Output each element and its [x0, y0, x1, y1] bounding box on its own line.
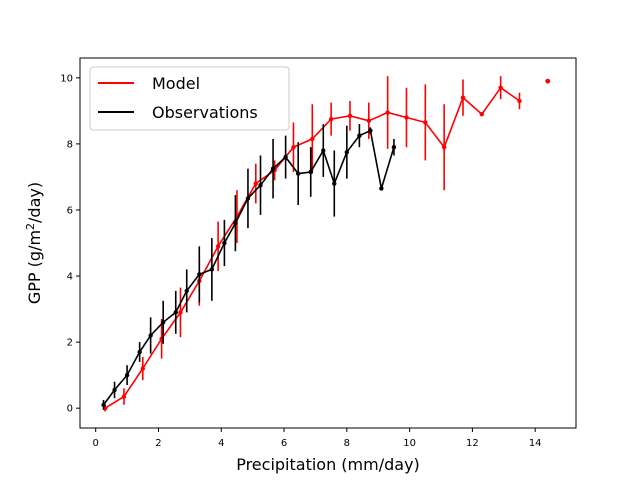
observations-point	[391, 144, 397, 150]
observations-point	[344, 149, 350, 155]
plot-frame	[79, 57, 577, 429]
observations-point	[222, 240, 227, 246]
observations-point	[283, 154, 288, 160]
x-tick-label: 2	[155, 438, 161, 449]
x-tick-label: 4	[218, 438, 224, 449]
y-axis-label-superscript: 2	[24, 223, 37, 230]
x-tick-label: 0	[93, 438, 99, 449]
observations-point	[357, 133, 362, 138]
x-tick-label: 10	[403, 438, 416, 449]
observations-point	[137, 349, 142, 355]
model-point	[140, 366, 145, 371]
model-point	[121, 394, 127, 399]
observations-point	[148, 333, 153, 338]
y-tick-label: 2	[67, 338, 73, 349]
x-tick-label: 8	[344, 438, 350, 449]
legend: Model Observations	[89, 66, 290, 131]
observations-point	[209, 267, 215, 272]
observations-point	[295, 171, 301, 176]
x-tick-label: 12	[466, 438, 479, 449]
observations-point	[101, 402, 106, 408]
model-point	[310, 136, 315, 142]
y-tick-label: 6	[67, 205, 73, 216]
model-point	[423, 120, 428, 125]
observations-point	[332, 181, 337, 186]
model-point	[517, 98, 522, 104]
observations-point	[173, 310, 178, 315]
model-point	[479, 111, 485, 117]
y-tick-label: 0	[67, 404, 73, 415]
observations-point	[368, 128, 373, 133]
model-point	[253, 181, 258, 186]
observations-point	[112, 387, 117, 393]
model-point	[404, 115, 409, 120]
observations-point	[321, 148, 326, 153]
observations-point	[233, 220, 238, 226]
observations-point	[245, 196, 251, 201]
model-point	[441, 144, 447, 150]
y-axis-label-main: GPP (g/m	[25, 230, 44, 304]
observations-point	[308, 169, 313, 175]
x-tick-label: 6	[281, 438, 287, 449]
axis-ticks: 0 2 4 6 8 10 12 14 0 2 4 6 8 10	[60, 73, 541, 449]
model-point	[347, 113, 353, 119]
model-point	[178, 310, 183, 315]
observations-point	[160, 320, 166, 325]
x-tick-label: 14	[529, 438, 542, 449]
model-point	[366, 118, 372, 123]
model-point	[291, 144, 296, 150]
legend-box	[89, 66, 290, 131]
y-axis-label: GPP (g/m2/day)	[24, 182, 44, 304]
model-point	[385, 110, 390, 115]
y-axis-label-tail: /day)	[25, 182, 44, 223]
legend-label-model: Model	[152, 74, 200, 93]
legend-label-observations: Observations	[152, 103, 258, 122]
observations-point	[270, 166, 276, 171]
observations-point	[379, 186, 384, 191]
x-axis-label: Precipitation (mm/day)	[236, 455, 420, 474]
observations-point	[197, 272, 202, 277]
y-tick-label: 8	[67, 139, 73, 150]
model-point	[215, 244, 221, 249]
observations-point	[184, 288, 189, 294]
model-point	[460, 95, 466, 100]
observations-point	[124, 372, 130, 378]
model-point	[498, 85, 503, 90]
observations-point	[258, 182, 263, 188]
y-tick-label: 4	[67, 272, 73, 283]
model-isolated-point	[545, 78, 551, 84]
model-point	[328, 116, 334, 122]
y-tick-label: 10	[60, 73, 73, 84]
observations-series	[101, 124, 397, 410]
